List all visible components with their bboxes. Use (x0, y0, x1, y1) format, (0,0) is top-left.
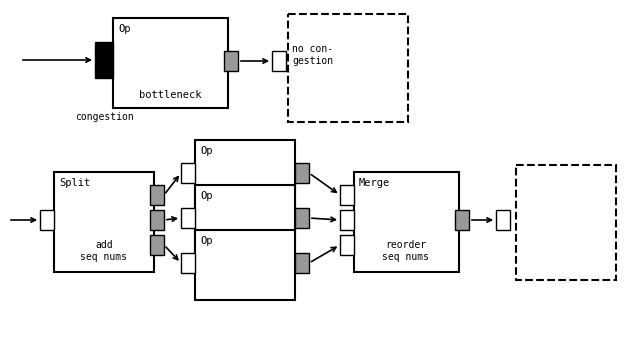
Bar (181, 253, 195, 273)
Bar (95, 42, 113, 78)
Text: bottleneck: bottleneck (139, 90, 202, 100)
Bar (224, 51, 238, 71)
Bar (295, 163, 309, 183)
Bar (295, 253, 309, 273)
Bar (455, 210, 469, 230)
Bar (54, 172, 154, 272)
Bar (195, 230, 295, 300)
Bar (150, 210, 164, 230)
Text: Op: Op (200, 146, 213, 156)
Bar (340, 185, 354, 205)
Text: add
seq nums: add seq nums (80, 240, 127, 262)
Bar (113, 18, 228, 108)
Bar (40, 210, 54, 230)
Bar (150, 235, 164, 255)
Bar (195, 185, 295, 255)
Bar (496, 210, 510, 230)
Text: congestion: congestion (76, 112, 134, 122)
Text: Op: Op (200, 236, 213, 246)
Text: reorder
seq nums: reorder seq nums (383, 240, 429, 262)
Bar (340, 210, 354, 230)
Bar (354, 172, 459, 272)
Text: Op: Op (200, 191, 213, 201)
Bar (272, 51, 286, 71)
Bar (181, 163, 195, 183)
Bar (150, 185, 164, 205)
Bar (288, 14, 408, 122)
Bar (516, 165, 616, 280)
Bar (181, 208, 195, 228)
Text: Split: Split (59, 178, 90, 188)
Bar (340, 235, 354, 255)
Text: Op: Op (118, 24, 130, 34)
Text: Merge: Merge (359, 178, 390, 188)
Bar (295, 208, 309, 228)
Bar (195, 140, 295, 210)
Text: no con-
gestion: no con- gestion (292, 44, 333, 66)
